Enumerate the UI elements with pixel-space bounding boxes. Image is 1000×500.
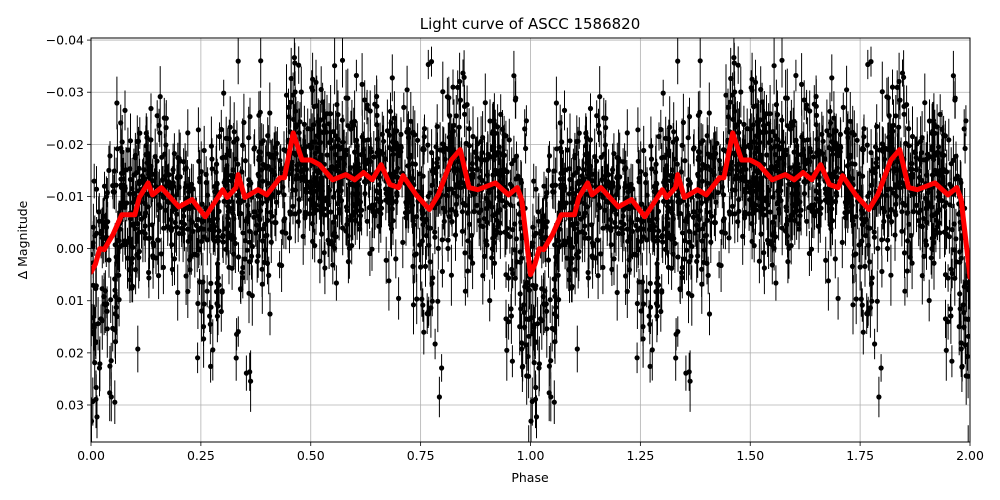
y-axis-ticks: −0.04 −0.03 −0.02 −0.01 0.00 0.01 0.02 0.03 <box>46 33 91 412</box>
plot-area <box>91 38 970 442</box>
y-tick-label: −0.01 <box>46 189 84 204</box>
x-tick-label: 1.50 <box>736 448 764 463</box>
x-axis-label: Phase <box>511 470 549 485</box>
y-tick-label: 0.00 <box>56 241 84 256</box>
x-tick-label: 1.00 <box>517 448 545 463</box>
chart-title: Light curve of ASCC 1586820 <box>420 15 641 33</box>
binned-mean-line <box>91 130 970 280</box>
x-tick-label: 0.25 <box>187 448 215 463</box>
x-tick-label: 0.00 <box>77 448 105 463</box>
x-tick-label: 0.50 <box>297 448 325 463</box>
y-tick-label: −0.03 <box>46 85 84 100</box>
y-axis-label: Δ Magnitude <box>15 200 30 279</box>
observation-markers <box>91 55 970 424</box>
observation-points <box>91 55 970 424</box>
y-tick-label: 0.01 <box>56 293 84 308</box>
x-axis-ticks: 0.00 0.25 0.50 0.75 1.00 1.25 1.50 1.75 2.00 <box>77 442 984 463</box>
y-tick-label: 0.03 <box>56 397 84 412</box>
x-tick-label: 1.75 <box>846 448 874 463</box>
y-tick-label: −0.04 <box>46 33 84 48</box>
y-tick-label: 0.02 <box>56 345 84 360</box>
y-tick-label: −0.02 <box>46 137 84 152</box>
x-tick-label: 1.25 <box>626 448 654 463</box>
x-tick-label: 0.75 <box>407 448 435 463</box>
x-tick-label: 2.00 <box>956 448 984 463</box>
